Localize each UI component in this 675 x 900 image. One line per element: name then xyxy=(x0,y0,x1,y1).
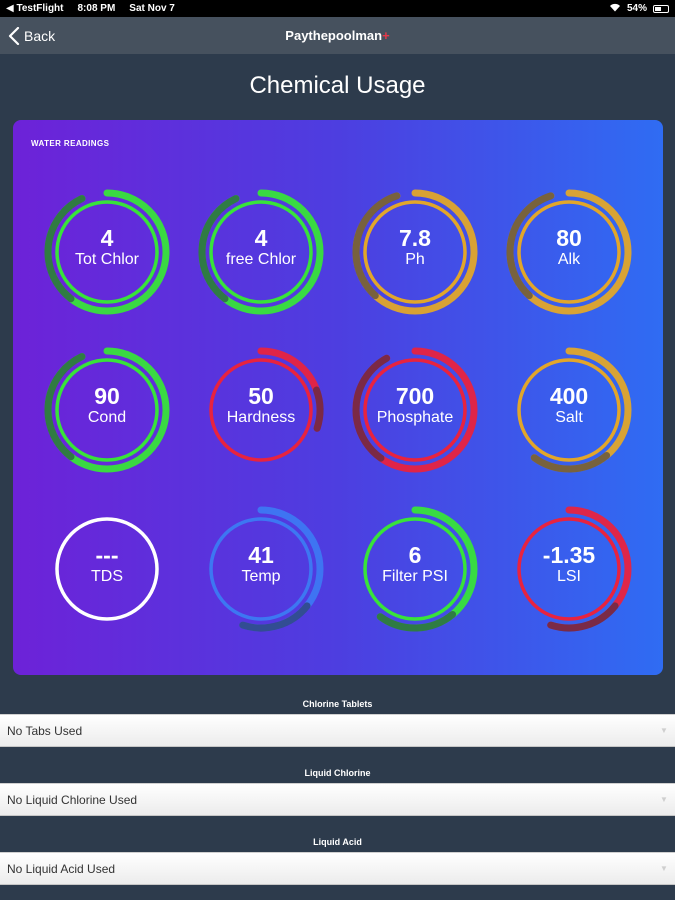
gauge-value: 4 xyxy=(100,225,114,251)
wifi-icon xyxy=(609,3,621,15)
gauge-value: 50 xyxy=(248,383,274,409)
gauge-inner-ring xyxy=(517,517,621,621)
app-title: Paythepoolman+ xyxy=(285,28,390,43)
gauge-value: --- xyxy=(95,542,119,568)
gauge-tot-chlor[interactable]: 4 Tot Chlor xyxy=(40,185,174,319)
gauge-inner-ring xyxy=(363,358,467,462)
gauge-label: LSI xyxy=(556,568,581,585)
carrier-label: ◀ TestFlight xyxy=(6,3,64,14)
usage-select-value: No Tabs Used xyxy=(7,723,83,738)
gauge-hardness[interactable]: 50 Hardness xyxy=(194,343,328,477)
section-label-2: Liquid Acid xyxy=(313,837,362,847)
section-label-0: Chlorine Tablets xyxy=(302,699,373,709)
gauge-lsi[interactable]: -1.35 LSI xyxy=(502,502,636,636)
gauge-inner-ring xyxy=(55,358,159,462)
battery-percent: 54% xyxy=(626,3,647,14)
gauge-inner-ring xyxy=(517,358,621,462)
status-time: 8:08 PM xyxy=(77,3,116,14)
gauge-label: Cond xyxy=(87,409,127,426)
water-readings-card: WATER READINGS 4 Tot Chlor 4 free Chlor 7.8 P… xyxy=(13,120,663,675)
chevron-down-icon: ▼ xyxy=(660,864,668,873)
gauge-inner-ring xyxy=(55,200,159,304)
gauge-salt[interactable]: 400 Salt xyxy=(502,343,636,477)
back-label: Back xyxy=(24,27,56,44)
gauge-label: Alk xyxy=(557,251,581,268)
gauge-tds[interactable]: --- TDS xyxy=(40,502,174,636)
gauge-label: Phosphate xyxy=(376,409,454,426)
gauge-inner-ring xyxy=(209,200,313,304)
usage-select-1[interactable]: No Liquid Chlorine Used ▼ xyxy=(0,783,675,816)
gauge-label: Filter PSI xyxy=(382,568,448,585)
page-title: Chemical Usage xyxy=(249,72,426,99)
gauge-value: 4 xyxy=(254,225,268,251)
usage-select-0[interactable]: No Tabs Used ▼ xyxy=(0,714,675,747)
gauge-value: 7.8 xyxy=(399,225,431,251)
gauge-filter-psi[interactable]: 6 Filter PSI xyxy=(348,502,482,636)
gauge-label: Salt xyxy=(555,409,583,426)
gauge-inner-ring xyxy=(363,517,467,621)
gauge-ph[interactable]: 7.8 Ph xyxy=(348,185,482,319)
gauge-label: Temp xyxy=(241,568,281,585)
gauge-inner-ring xyxy=(363,200,467,304)
usage-select-2[interactable]: No Liquid Acid Used ▼ xyxy=(0,852,675,885)
gauge-value: 80 xyxy=(556,225,582,251)
gauge-label: TDS xyxy=(91,568,123,585)
gauge-value: -1.35 xyxy=(542,542,596,568)
gauge-value: 90 xyxy=(94,383,120,409)
gauge-inner-ring xyxy=(517,200,621,304)
gauge-cond[interactable]: 90 Cond xyxy=(40,343,174,477)
gauge-label: free Chlor xyxy=(225,251,297,268)
chevron-left-icon xyxy=(8,26,20,45)
gauge-inner-ring xyxy=(209,517,313,621)
gauge-label: Tot Chlor xyxy=(74,251,140,268)
battery-icon xyxy=(653,4,669,13)
section-label-1: Liquid Chlorine xyxy=(304,768,371,778)
gauge-inner-ring xyxy=(55,517,159,621)
gauge-alk[interactable]: 80 Alk xyxy=(502,185,636,319)
gauge-value: 41 xyxy=(248,542,274,568)
status-bar: ◀ TestFlight 8:08 PM Sat Nov 7 54% xyxy=(0,0,675,17)
gauge-phosphate[interactable]: 700 Phosphate xyxy=(348,343,482,477)
gauge-label: Hardness xyxy=(226,409,296,426)
status-date: Sat Nov 7 xyxy=(129,3,175,14)
usage-select-value: No Liquid Chlorine Used xyxy=(7,792,138,807)
chevron-down-icon: ▼ xyxy=(660,795,668,804)
gauge-inner-ring xyxy=(209,358,313,462)
gauge-temp[interactable]: 41 Temp xyxy=(194,502,328,636)
usage-select-value: No Liquid Acid Used xyxy=(7,861,116,876)
back-button[interactable]: Back xyxy=(8,17,55,54)
navigation-bar: Back Paythepoolman+ xyxy=(0,17,675,54)
water-readings-title: WATER READINGS xyxy=(31,139,110,148)
gauge-value: 400 xyxy=(549,383,589,409)
gauge-free-chlor[interactable]: 4 free Chlor xyxy=(194,185,328,319)
gauge-label: Ph xyxy=(405,251,425,268)
gauge-value: 6 xyxy=(408,542,422,568)
chevron-down-icon: ▼ xyxy=(660,726,668,735)
gauge-value: 700 xyxy=(395,383,435,409)
